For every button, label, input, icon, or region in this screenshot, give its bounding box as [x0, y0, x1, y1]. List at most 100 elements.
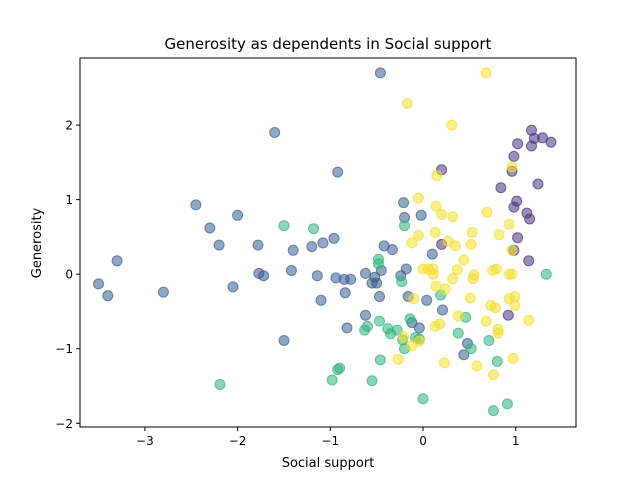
y-tick-label: 0 [65, 268, 73, 282]
data-point [278, 220, 290, 232]
data-point [399, 220, 410, 232]
data-point [341, 322, 353, 334]
data-point [392, 353, 404, 365]
data-point [311, 270, 323, 282]
data-point [526, 140, 537, 152]
data-point [426, 248, 438, 260]
data-point [523, 314, 535, 326]
data-point [332, 364, 344, 376]
data-point [503, 218, 515, 230]
data-point [489, 302, 501, 314]
data-point [523, 255, 535, 267]
y-axis-label: Generosity [30, 207, 45, 278]
data-point [306, 241, 318, 253]
data-point [190, 199, 202, 211]
data-point [492, 327, 504, 339]
data-point [408, 293, 420, 305]
data-point [480, 67, 492, 79]
data-point [308, 223, 320, 235]
data-point [204, 222, 216, 234]
data-point [458, 349, 470, 361]
data-point [467, 273, 479, 285]
data-point [102, 290, 114, 302]
data-point [540, 268, 552, 280]
data-point [93, 278, 104, 290]
data-point [227, 281, 239, 293]
data-point [506, 244, 518, 256]
x-tick-label: 0 [419, 434, 427, 448]
data-point [508, 150, 520, 162]
data-point [287, 244, 299, 256]
data-point [398, 331, 410, 343]
data-point [429, 226, 441, 238]
data-point [488, 405, 499, 417]
data-point [512, 138, 524, 150]
data-point [537, 132, 549, 144]
data-point [493, 229, 505, 241]
data-point [326, 374, 338, 386]
x-axis: −3 −2 −1 0 1 [136, 427, 520, 448]
data-point [421, 294, 433, 306]
data-point [374, 354, 386, 366]
data-point [545, 136, 557, 148]
data-point [400, 263, 412, 275]
data-point [481, 206, 493, 218]
data-point [480, 315, 492, 327]
data-point [452, 327, 464, 339]
data-point [507, 352, 519, 364]
data-point [446, 119, 458, 131]
x-tick-label: 1 [512, 434, 520, 448]
x-tick-label: −2 [229, 434, 247, 448]
data-point [360, 309, 371, 321]
data-point [430, 280, 442, 292]
data-point [458, 254, 470, 266]
data-point [431, 170, 443, 182]
data-point [157, 286, 169, 298]
data-point [412, 229, 424, 241]
x-tick-label: −3 [136, 434, 154, 448]
data-point [506, 268, 518, 280]
data-point [488, 369, 499, 381]
data-point [495, 182, 507, 194]
data-point [450, 240, 461, 252]
data-point [285, 265, 297, 276]
data-point [483, 335, 495, 346]
chart-title: Generosity as dependents in Social suppo… [165, 35, 492, 53]
data-point [447, 211, 459, 223]
data-point [371, 277, 383, 289]
data-point [345, 273, 357, 285]
y-tick-label: 1 [65, 193, 73, 207]
data-point [269, 127, 281, 138]
data-point [385, 328, 397, 340]
data-point [396, 276, 408, 288]
data-point [315, 294, 327, 306]
data-point [213, 239, 225, 251]
data-point [406, 340, 418, 352]
data-point [366, 375, 378, 387]
data-point [471, 360, 483, 372]
data-point [452, 310, 464, 322]
data-point [524, 213, 536, 225]
data-points [93, 67, 557, 417]
data-point [506, 161, 518, 173]
data-point [434, 318, 446, 330]
data-point [502, 309, 514, 321]
data-point [404, 313, 416, 325]
data-point [386, 244, 398, 256]
data-point [373, 258, 384, 270]
data-point [278, 335, 290, 346]
data-point [359, 324, 371, 336]
data-point [412, 192, 424, 204]
data-point [451, 264, 463, 276]
data-point [360, 267, 371, 279]
data-point [427, 268, 439, 280]
data-point [111, 255, 123, 267]
data-point [465, 343, 477, 355]
data-point [436, 209, 448, 220]
data-point [430, 200, 442, 212]
x-tick-label: −1 [321, 434, 339, 448]
data-point [406, 237, 418, 249]
data-point [374, 291, 385, 302]
data-point [532, 178, 544, 190]
data-point [512, 232, 524, 244]
